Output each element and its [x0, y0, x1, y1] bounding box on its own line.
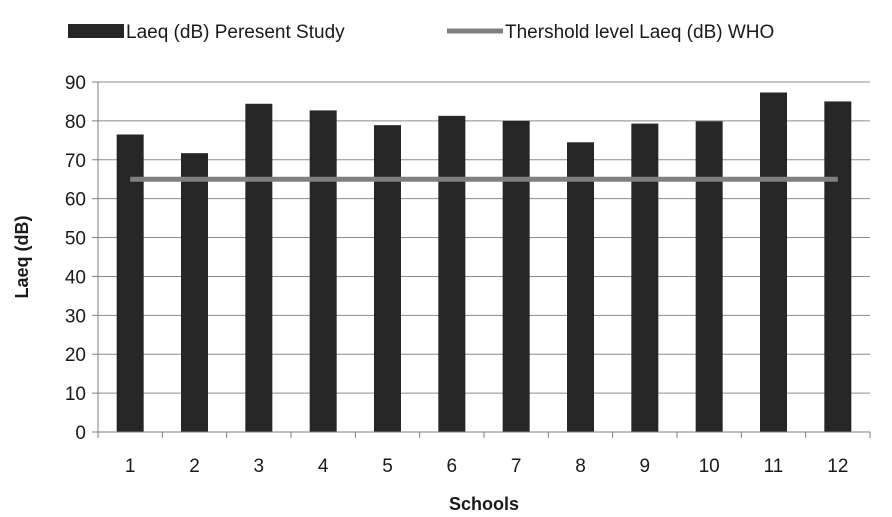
bar-series	[116, 92, 852, 433]
y-tick-label: 10	[65, 384, 86, 405]
x-tick-labels: 1 2 3 4 5 6 7 8 9 10 11 12	[125, 456, 849, 477]
y-axis-title: Laeq (dB)	[12, 215, 32, 298]
legend-label-present-study: Laeq (dB) Peresent Study	[126, 22, 345, 43]
axes	[92, 81, 871, 438]
bar	[245, 103, 273, 433]
bar	[181, 153, 208, 432]
x-tick-label: 5	[382, 456, 393, 477]
y-tick-label: 60	[65, 190, 86, 211]
y-tick-label: 40	[65, 267, 86, 288]
x-tick-label: 4	[318, 456, 329, 477]
legend: Laeq (dB) Peresent Study Thershold level…	[68, 22, 774, 43]
bar	[116, 134, 144, 432]
bar	[760, 92, 787, 432]
bar	[695, 121, 723, 433]
x-axis-title: Schools	[449, 494, 519, 514]
bar	[374, 125, 401, 433]
y-tick-label: 90	[65, 73, 86, 94]
x-tick-label: 2	[189, 456, 200, 477]
legend-label-who-threshold: Thershold level Laeq (dB) WHO	[505, 22, 774, 43]
x-tick-label: 11	[764, 456, 784, 477]
y-tick-label: 30	[65, 306, 86, 327]
bar	[567, 142, 594, 432]
x-tick-label: 10	[699, 456, 720, 477]
x-tick-label: 9	[640, 456, 651, 477]
x-tick-label: 1	[125, 456, 136, 477]
y-tick-label: 0	[75, 423, 86, 444]
gridlines	[98, 81, 870, 394]
y-tick-label: 80	[65, 112, 86, 133]
x-tick-label: 6	[447, 456, 458, 477]
y-tick-labels: 0 10 20 30 40 50 60 70 80 90	[65, 73, 86, 444]
bar	[631, 123, 659, 432]
bar	[824, 101, 852, 432]
y-tick-label: 50	[65, 229, 86, 250]
x-tick-label: 3	[254, 456, 265, 477]
y-tick-label: 70	[65, 151, 86, 172]
bar	[502, 120, 530, 432]
x-tick-label: 7	[511, 456, 522, 477]
y-tick-label: 20	[65, 345, 86, 366]
bar	[438, 115, 466, 432]
legend-swatch-present-study	[68, 24, 124, 38]
x-tick-label: 12	[827, 456, 848, 477]
bar	[309, 110, 337, 432]
x-tick-label: 8	[575, 456, 586, 477]
